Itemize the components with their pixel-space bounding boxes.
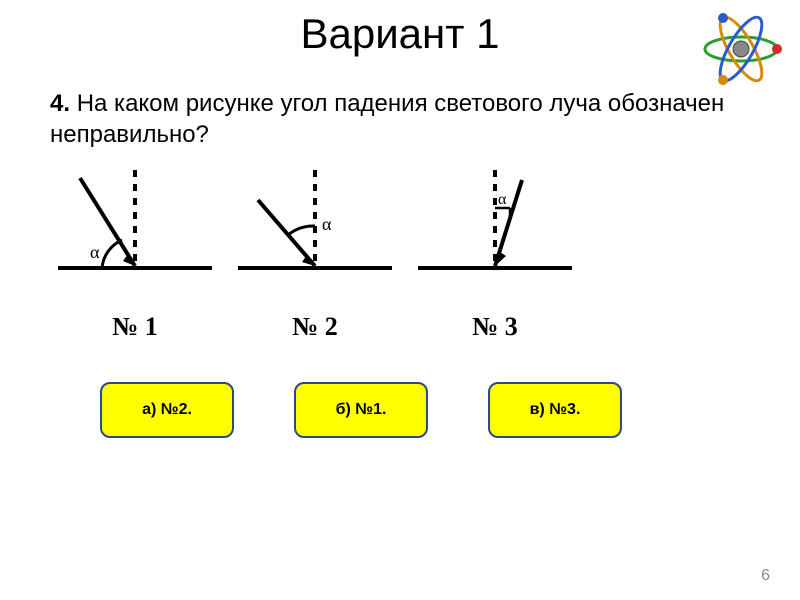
answer-v-label: в) №3. [530, 401, 581, 419]
question-number: 4. [50, 90, 70, 117]
alpha-label: α [90, 242, 100, 262]
diagram-1: α № 1 [50, 170, 220, 342]
answer-option-v[interactable]: в) №3. [488, 382, 622, 438]
diagram-2: α № 2 [230, 170, 400, 342]
answer-b-label: б) №1. [336, 401, 387, 419]
alpha-label: α [498, 191, 507, 208]
diagram-3-label: № 3 [410, 312, 580, 342]
question-text: 4. На каком рисунке угол падения светово… [0, 58, 800, 160]
atom-logo [696, 4, 786, 99]
question-body: На каком рисунке угол падения светового … [50, 90, 724, 148]
answer-option-a[interactable]: а) №2. [100, 382, 234, 438]
page-title: Вариант 1 [0, 0, 800, 58]
answers-row: а) №2. б) №1. в) №3. [0, 342, 800, 438]
answer-option-b[interactable]: б) №1. [294, 382, 428, 438]
diagram-2-label: № 2 [230, 312, 400, 342]
diagrams-row: α № 1 α № 2 α № 3 [0, 160, 800, 342]
page-number: 6 [761, 567, 770, 585]
answer-a-label: а) №2. [142, 401, 192, 419]
diagram-1-label: № 1 [50, 312, 220, 342]
diagram-3: α № 3 [410, 170, 580, 342]
alpha-label: α [322, 214, 332, 234]
